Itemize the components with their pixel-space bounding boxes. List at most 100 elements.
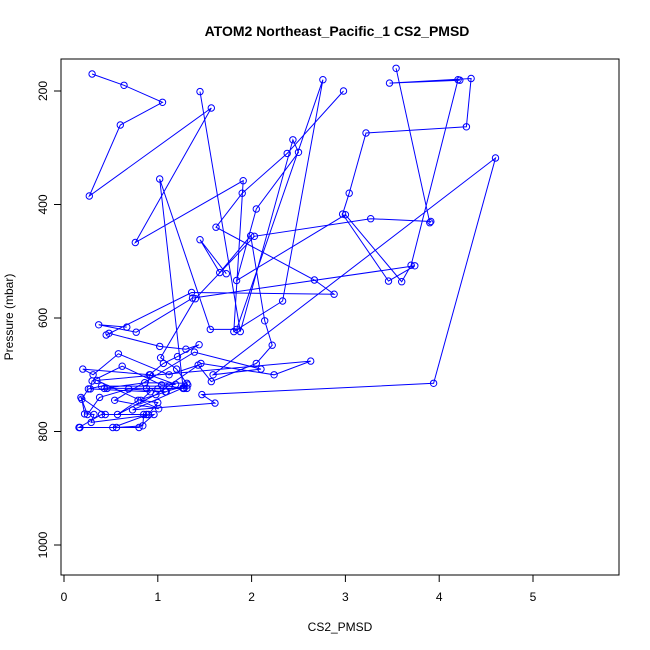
data-point <box>146 388 155 396</box>
data-point <box>120 81 128 90</box>
y-tick-label: 800 <box>36 421 50 441</box>
data-point <box>157 381 166 389</box>
data-point <box>339 87 348 95</box>
data-point <box>427 217 435 226</box>
data-point <box>196 236 204 244</box>
series-line <box>88 73 497 415</box>
data-point <box>141 379 149 387</box>
data-point <box>112 423 121 432</box>
data-point <box>156 342 164 351</box>
data-point <box>79 365 87 373</box>
data-point <box>95 321 103 329</box>
data-point <box>289 136 297 144</box>
data-point <box>362 129 370 137</box>
data-point <box>398 278 406 286</box>
x-tick-label: 4 <box>436 590 443 604</box>
x-tick-label: 5 <box>530 590 537 604</box>
data-point <box>247 232 255 240</box>
data-point <box>278 297 287 305</box>
data-point <box>172 365 181 373</box>
data-point <box>207 377 216 386</box>
data-point <box>132 328 140 336</box>
data-point <box>87 418 95 427</box>
data-point <box>338 210 347 218</box>
y-axis-label: Pressure (mbar) <box>2 274 16 361</box>
data-point <box>456 76 464 84</box>
data-point <box>182 345 190 353</box>
data-point <box>88 377 96 385</box>
data-point <box>209 371 217 379</box>
plot-area <box>75 64 500 432</box>
data-point <box>156 354 165 362</box>
data-point <box>211 399 219 407</box>
data-point <box>144 410 153 419</box>
y-tick-label: 600 <box>36 308 50 328</box>
data-point <box>154 385 162 393</box>
data-point <box>384 277 393 285</box>
data-point <box>239 177 247 185</box>
data-point <box>491 154 500 162</box>
x-axis: 0 1 2 3 4 5 <box>61 574 537 604</box>
data-point <box>114 350 123 358</box>
data-point <box>137 396 145 404</box>
data-point <box>145 371 154 379</box>
data-point <box>85 192 94 200</box>
data-point <box>77 393 85 402</box>
data-point <box>407 261 415 269</box>
data-point <box>467 74 475 83</box>
data-point <box>173 352 182 361</box>
plot-frame <box>60 58 620 576</box>
data-point <box>257 365 265 373</box>
chart-title: ATOM2 Northeast_Pacific_1 CS2_PMSD <box>205 23 470 39</box>
data-point <box>250 232 259 241</box>
data-point <box>109 423 117 432</box>
data-point <box>191 295 200 303</box>
data-point <box>158 98 167 107</box>
data-point <box>118 362 126 370</box>
data-point <box>307 357 315 365</box>
data-point <box>385 79 394 87</box>
data-point <box>150 410 158 419</box>
data-point <box>283 149 291 158</box>
data-point <box>236 327 245 336</box>
data-point <box>426 219 434 227</box>
data-point <box>135 423 143 432</box>
data-point <box>206 325 215 334</box>
data-point <box>367 215 375 223</box>
data-point <box>216 268 224 277</box>
data-point <box>310 276 319 284</box>
series-line <box>79 68 432 428</box>
series-line <box>77 234 273 428</box>
data-point <box>429 379 438 387</box>
x-tick-label: 1 <box>154 590 161 604</box>
x-axis-label: CS2_PMSD <box>308 620 373 634</box>
data-point <box>207 104 216 112</box>
data-point <box>319 76 327 84</box>
data-point <box>116 121 125 129</box>
y-tick-label: 200 <box>36 81 50 101</box>
data-point <box>156 175 164 183</box>
x-tick-label: 3 <box>342 590 349 604</box>
data-point <box>392 64 400 73</box>
data-point <box>165 371 173 379</box>
data-point <box>411 262 419 270</box>
data-point <box>111 396 119 404</box>
data-point <box>252 359 260 368</box>
data-point <box>101 410 110 419</box>
data-point <box>95 393 104 402</box>
x-tick-label: 0 <box>61 590 68 604</box>
data-point <box>83 410 92 419</box>
data-point <box>128 406 137 414</box>
data-point <box>330 290 338 298</box>
data-point <box>294 148 303 157</box>
y-axis: 200 400 600 800 1000 <box>36 81 62 558</box>
data-point <box>232 276 241 285</box>
data-point <box>88 70 96 78</box>
data-point <box>194 361 202 369</box>
data-point <box>184 381 192 389</box>
data-point <box>198 390 206 399</box>
data-point <box>86 385 95 393</box>
data-point <box>140 410 148 419</box>
data-point <box>161 388 170 396</box>
